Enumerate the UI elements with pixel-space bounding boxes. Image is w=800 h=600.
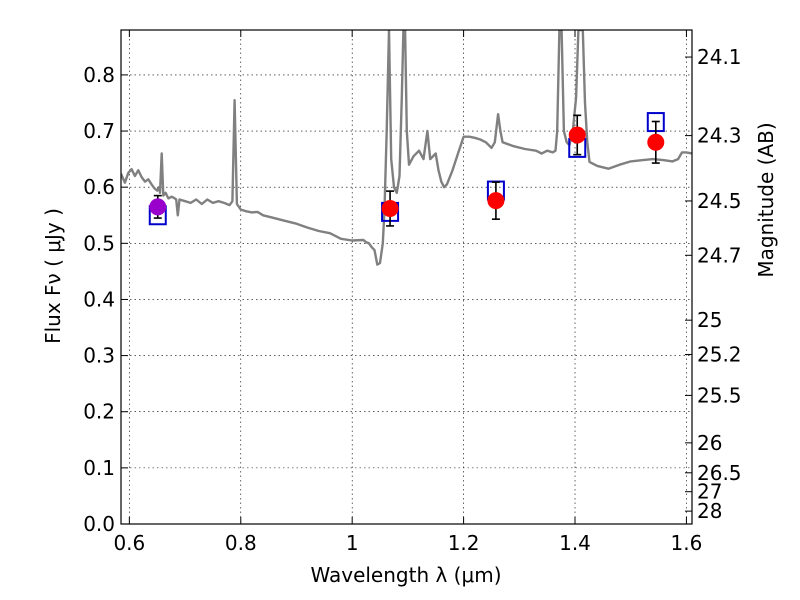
observed-photometry-point bbox=[149, 194, 167, 219]
spectrum-path bbox=[121, 30, 692, 266]
observed-marker bbox=[568, 126, 586, 144]
y-tick-label: 0.7 bbox=[83, 119, 115, 143]
x-tick-label: 0.8 bbox=[225, 531, 257, 555]
x-tick-label: 1.4 bbox=[559, 531, 591, 555]
y-tick-label: 0.2 bbox=[83, 400, 115, 424]
magnitude-tick-label: 24.3 bbox=[697, 124, 742, 148]
model-spectrum-line bbox=[121, 30, 692, 266]
magnitude-tick-label: 25.5 bbox=[697, 383, 742, 407]
y-tick-label: 0.1 bbox=[83, 456, 115, 480]
observed-marker bbox=[381, 200, 399, 218]
x-tick-label: 0.6 bbox=[113, 531, 145, 555]
magnitude-tick-label: 24.1 bbox=[697, 45, 742, 69]
magnitude-tick-label: 28 bbox=[697, 499, 722, 523]
x-tick-label: 1 bbox=[346, 531, 359, 555]
x-tick-label: 1.6 bbox=[671, 531, 703, 555]
observed-photometry-series bbox=[149, 114, 665, 227]
magnitude-tick-label: 26 bbox=[697, 431, 722, 455]
y-axis-label: Flux Fν ( μJy ) bbox=[41, 208, 65, 344]
y-tick-label: 0.8 bbox=[83, 63, 115, 87]
y-tick-label: 0.0 bbox=[83, 512, 115, 536]
magnitude-tick-label: 24.5 bbox=[697, 189, 742, 213]
magnitude-tick-label: 27 bbox=[697, 480, 722, 504]
magnitude-tick-label: 24.7 bbox=[697, 243, 742, 267]
y-tick-label: 0.5 bbox=[83, 231, 115, 255]
x-axis-label: Wavelength λ (μm) bbox=[310, 563, 501, 587]
observed-photometry-point bbox=[647, 120, 665, 164]
observed-photometry-point bbox=[381, 190, 399, 227]
y-tick-label: 0.3 bbox=[83, 344, 115, 368]
y-tick-label: 0.4 bbox=[83, 287, 115, 311]
plot-frame bbox=[120, 29, 693, 525]
observed-marker bbox=[647, 133, 665, 151]
y-tick-label: 0.6 bbox=[83, 175, 115, 199]
axes: 0.6 0.8 1 1.2 1.4 1.6 0.0 0.1 0.2 0.3 0.4 0.5 0.6 0.7… bbox=[83, 30, 742, 555]
x-tick-label: 1.2 bbox=[448, 531, 480, 555]
observed-photometry-point bbox=[487, 181, 505, 220]
observed-marker bbox=[149, 198, 167, 216]
observed-marker bbox=[487, 192, 505, 210]
magnitude-tick-label: 25.2 bbox=[697, 342, 742, 366]
magnitude-axis-label: Magnitude (AB) bbox=[754, 122, 778, 277]
observed-photometry-point bbox=[568, 114, 586, 156]
magnitude-tick-label: 26.5 bbox=[697, 461, 742, 485]
magnitude-tick-label: 25 bbox=[697, 308, 722, 332]
